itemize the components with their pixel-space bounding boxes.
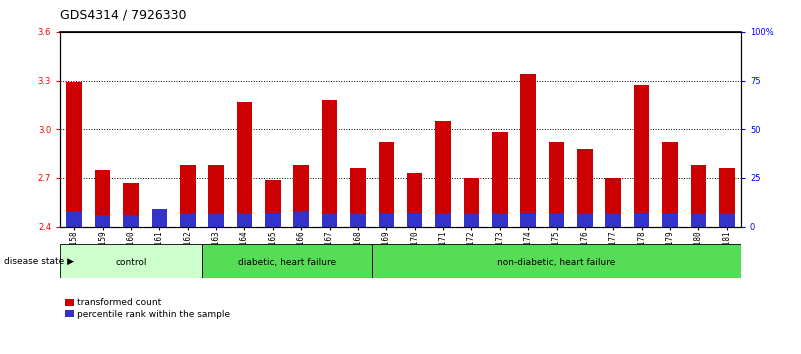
Bar xyxy=(151,209,167,227)
Bar xyxy=(236,213,252,227)
Bar xyxy=(372,244,741,278)
Bar xyxy=(350,168,366,227)
Bar xyxy=(202,244,372,278)
Bar xyxy=(435,121,451,227)
Bar xyxy=(407,173,422,227)
Legend: transformed count, percentile rank within the sample: transformed count, percentile rank withi… xyxy=(65,298,231,319)
Bar xyxy=(464,213,479,227)
Bar xyxy=(293,211,309,227)
Bar xyxy=(322,213,337,227)
Bar xyxy=(236,102,252,227)
Bar xyxy=(293,165,309,227)
Bar xyxy=(379,142,394,227)
Bar xyxy=(549,213,565,227)
Bar xyxy=(265,213,280,227)
Bar xyxy=(577,213,593,227)
Bar xyxy=(66,211,82,227)
Bar xyxy=(549,142,565,227)
Bar xyxy=(662,142,678,227)
Bar xyxy=(690,165,706,227)
Text: control: control xyxy=(115,258,147,267)
Bar xyxy=(492,213,508,227)
Bar xyxy=(606,213,621,227)
Bar xyxy=(521,213,536,227)
Bar xyxy=(634,85,650,227)
Bar xyxy=(464,178,479,227)
Bar xyxy=(435,213,451,227)
Bar xyxy=(521,74,536,227)
Text: GDS4314 / 7926330: GDS4314 / 7926330 xyxy=(60,9,187,22)
Text: disease state ▶: disease state ▶ xyxy=(4,257,74,266)
Bar xyxy=(180,165,195,227)
Bar xyxy=(662,213,678,227)
Bar xyxy=(60,244,202,278)
Bar xyxy=(634,213,650,227)
Bar xyxy=(719,168,735,227)
Text: diabetic, heart failure: diabetic, heart failure xyxy=(238,258,336,267)
Bar xyxy=(719,213,735,227)
Bar xyxy=(577,149,593,227)
Bar xyxy=(66,82,82,227)
Bar xyxy=(95,215,111,227)
Bar xyxy=(180,213,195,227)
Bar xyxy=(95,170,111,227)
Bar xyxy=(606,178,621,227)
Bar xyxy=(379,213,394,227)
Bar xyxy=(123,215,139,227)
Bar xyxy=(151,223,167,227)
Bar xyxy=(350,213,366,227)
Text: non-diabetic, heart failure: non-diabetic, heart failure xyxy=(497,258,616,267)
Bar xyxy=(208,165,224,227)
Bar xyxy=(208,213,224,227)
Bar xyxy=(492,132,508,227)
Bar xyxy=(690,213,706,227)
Bar xyxy=(322,100,337,227)
Bar xyxy=(265,179,280,227)
Bar xyxy=(123,183,139,227)
Bar xyxy=(407,213,422,227)
